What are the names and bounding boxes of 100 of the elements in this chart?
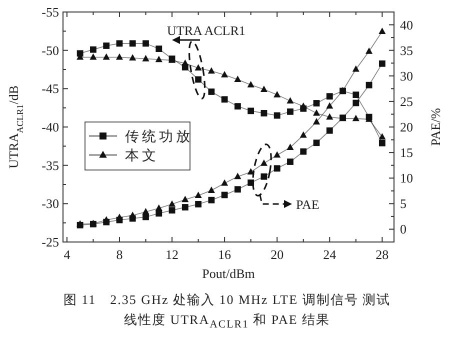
point — [116, 40, 123, 47]
point — [142, 40, 149, 47]
y-tick-label: -40 — [42, 120, 59, 134]
point — [313, 100, 320, 106]
point — [274, 151, 281, 158]
point — [234, 103, 241, 110]
point — [129, 40, 136, 47]
x-tick-label: 4 — [64, 247, 71, 262]
y2-tick-label: 40 — [400, 17, 413, 32]
point — [287, 158, 294, 165]
point — [90, 46, 96, 53]
point — [313, 140, 320, 146]
point — [182, 196, 189, 202]
y-tick-label: -45 — [42, 81, 59, 96]
point — [247, 80, 254, 88]
point — [366, 82, 372, 88]
point — [103, 42, 110, 49]
x-axis-title: Pout/dBm — [202, 266, 255, 281]
point — [378, 60, 386, 67]
y-tick-label: -35 — [42, 158, 59, 173]
point — [248, 180, 254, 186]
y-tick-label: -55 — [42, 4, 59, 20]
x-tick-label: 20 — [270, 247, 284, 262]
point — [312, 118, 320, 124]
point — [116, 214, 123, 220]
point — [366, 48, 373, 54]
point — [274, 112, 280, 119]
point — [234, 186, 241, 193]
point — [260, 173, 268, 180]
point — [208, 196, 215, 204]
point — [326, 93, 333, 100]
point — [274, 165, 280, 172]
point — [260, 159, 268, 166]
point — [248, 108, 254, 114]
y2-tick-label: 15 — [400, 145, 413, 160]
point — [326, 102, 334, 109]
point — [142, 54, 150, 62]
point — [286, 144, 294, 150]
point — [286, 97, 294, 104]
x-tick-label: 16 — [218, 247, 232, 262]
point — [221, 179, 228, 186]
point — [194, 64, 202, 71]
point — [102, 53, 110, 60]
point — [182, 204, 188, 210]
y2-tick-label: 0 — [400, 222, 406, 237]
y2-tick-label: 30 — [400, 68, 413, 84]
point — [260, 86, 268, 92]
point — [116, 53, 123, 60]
y2-tick-label: 5 — [400, 196, 406, 212]
point — [260, 110, 268, 116]
x-tick-label: 12 — [166, 247, 179, 262]
point — [300, 102, 307, 109]
y2-tick-label: 20 — [400, 120, 413, 134]
point — [90, 53, 97, 60]
point — [182, 60, 189, 66]
point — [195, 200, 202, 208]
point — [378, 28, 386, 34]
point — [155, 204, 162, 211]
point — [352, 100, 360, 106]
x-tick-label: 8 — [116, 247, 123, 262]
legend-label: 传统功放 — [125, 129, 193, 145]
point — [129, 212, 136, 218]
point — [312, 109, 320, 116]
point — [300, 131, 307, 138]
annotation: PAE — [296, 197, 320, 212]
point — [287, 108, 294, 115]
point — [274, 90, 281, 98]
y2-tick-label: 10 — [400, 170, 413, 186]
point — [352, 92, 360, 98]
point — [156, 46, 162, 52]
point — [378, 140, 386, 146]
point — [195, 76, 202, 83]
point — [234, 76, 242, 82]
point — [352, 65, 360, 72]
point — [208, 88, 215, 95]
point — [102, 216, 110, 223]
point — [168, 200, 176, 207]
point — [326, 113, 334, 120]
point — [221, 96, 228, 103]
y2-axis-title: PAE/% — [428, 108, 443, 146]
point — [155, 56, 162, 62]
point — [234, 172, 242, 180]
point — [340, 114, 346, 121]
point — [168, 207, 176, 214]
point — [221, 192, 228, 198]
y-tick-label: -50 — [42, 42, 59, 58]
legend-label: 本文 — [125, 148, 159, 164]
y2-tick-label: 35 — [400, 42, 413, 58]
point — [129, 54, 136, 61]
point — [300, 148, 307, 155]
point — [208, 186, 215, 193]
x-tick-label: 24 — [323, 247, 337, 262]
y-tick-label: -30 — [42, 196, 59, 212]
x-tick-label: 28 — [376, 247, 389, 262]
point — [208, 67, 215, 74]
point — [378, 133, 386, 140]
y-tick-label: -25 — [42, 234, 59, 250]
y2-tick-label: 25 — [400, 94, 413, 109]
caption: 图 11 2.35 GHz 处输入 10 MHz LTE 调制信号 测试线性度 UTRA$_{ACLR1}$ 和 PAE 结果 — [62, 291, 392, 333]
point — [194, 192, 202, 198]
